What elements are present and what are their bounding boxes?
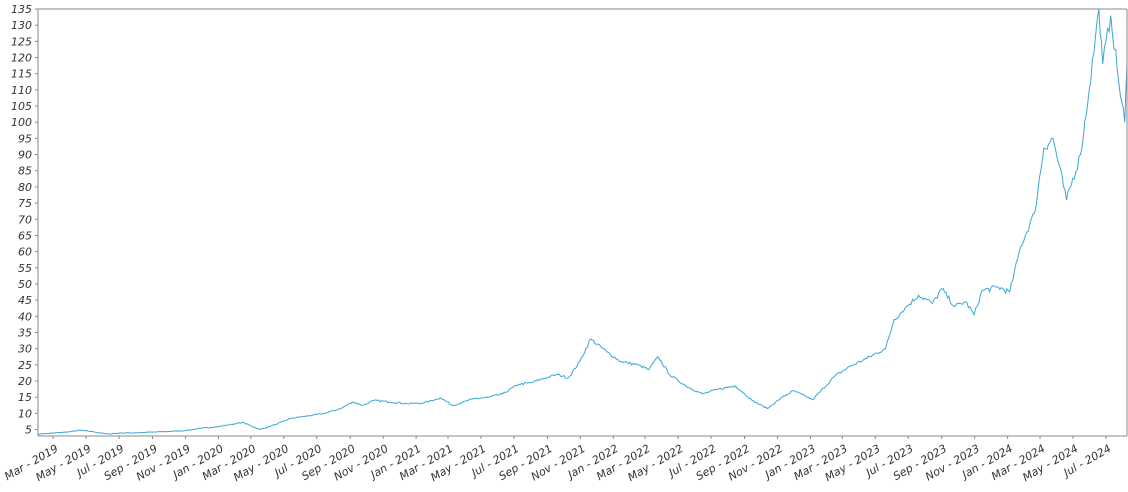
y-tick-label: 15 [18, 391, 32, 404]
y-tick-label: 135 [11, 3, 32, 16]
y-tick-label: 40 [18, 310, 32, 323]
y-tick-label: 130 [11, 19, 32, 32]
y-tick-label: 75 [18, 197, 32, 210]
y-tick-label: 120 [11, 52, 32, 65]
y-tick-label: 115 [11, 68, 32, 81]
y-tick-label: 50 [18, 278, 32, 291]
y-tick-label: 90 [18, 149, 32, 162]
y-tick-label: 110 [11, 84, 32, 97]
price-series-line [37, 8, 1128, 435]
y-tick-label: 60 [18, 246, 32, 259]
y-tick-label: 125 [11, 35, 32, 48]
y-tick-label: 5 [25, 424, 32, 437]
y-tick-label: 30 [18, 343, 32, 356]
y-tick-label: 85 [18, 165, 32, 178]
y-tick-label: 95 [18, 132, 32, 145]
y-tick-label: 55 [18, 262, 32, 275]
y-tick-label: 10 [18, 407, 32, 420]
y-tick-label: 70 [18, 213, 32, 226]
y-tick-label: 25 [18, 359, 32, 372]
y-tick-label: 45 [18, 294, 32, 307]
y-tick-label: 105 [11, 100, 32, 113]
y-axis: 5 10 15 20 25 30 35 40 45 50 55 60 65 70 75 80 85 90 95 100… [11, 3, 39, 437]
y-tick-label: 20 [18, 375, 32, 388]
y-tick-label: 100 [11, 116, 32, 129]
y-tick-label: 80 [18, 181, 32, 194]
y-tick-label: 65 [18, 229, 32, 242]
y-tick-label: 35 [18, 326, 32, 339]
